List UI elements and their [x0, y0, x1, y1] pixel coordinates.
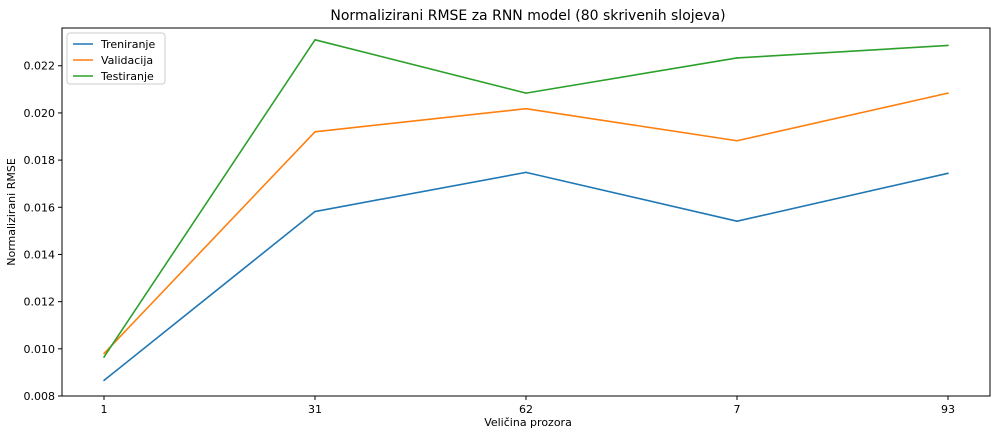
data-point-validacija [525, 107, 527, 110]
data-point-testiranje [103, 356, 105, 358]
legend-label-testiranje: Testiranje [100, 70, 154, 83]
x-tick-label: 93 [941, 403, 955, 416]
data-point-treniranje [314, 210, 316, 213]
series-line-validacija [103, 92, 949, 355]
data-point-treniranje [103, 379, 105, 382]
data-point-validacija [314, 130, 316, 133]
y-tick-label: 0.016 [24, 201, 56, 214]
data-point-treniranje [736, 220, 738, 222]
data-point-treniranje [947, 172, 949, 175]
series-line-treniranje [103, 171, 949, 382]
legend: Treniranje Validacija Testiranje [66, 32, 166, 85]
data-point-treniranje [525, 171, 527, 174]
data-point-testiranje [736, 57, 738, 59]
legend-box [66, 32, 166, 85]
plot-area: 0.008 0.010 0.012 0.014 0.016 0.018 0.020 0.022… [24, 27, 991, 416]
x-axis-label: Veličina prozora [484, 416, 572, 429]
y-axis-label: Normalizirani RMSE [5, 158, 18, 266]
y-tick-label: 0.022 [24, 60, 56, 73]
y-tick-label: 0.020 [24, 107, 56, 120]
data-point-validacija [103, 352, 105, 355]
x-tick-label: 62 [519, 403, 533, 416]
y-tick-label: 0.014 [24, 248, 56, 261]
series-line-testiranje [103, 38, 949, 358]
data-point-validacija [736, 139, 738, 142]
chart-title: Normalizirani RMSE za RNN model (80 skri… [330, 8, 725, 24]
legend-label-validacija: Validacija [101, 54, 153, 67]
legend-label-treniranje: Treniranje [100, 38, 155, 51]
y-tick-label: 0.010 [24, 343, 56, 356]
y-tick-label: 0.008 [24, 390, 56, 403]
x-tick-label: 31 [308, 403, 322, 416]
x-tick-label: 1 [101, 403, 108, 416]
data-point-testiranje [525, 92, 527, 94]
y-tick-label: 0.018 [24, 154, 56, 167]
data-point-testiranje [314, 38, 316, 41]
data-point-testiranje [947, 44, 949, 47]
data-point-validacija [947, 92, 949, 94]
y-tick-label: 0.012 [24, 296, 56, 309]
x-tick-label: 7 [734, 403, 741, 416]
